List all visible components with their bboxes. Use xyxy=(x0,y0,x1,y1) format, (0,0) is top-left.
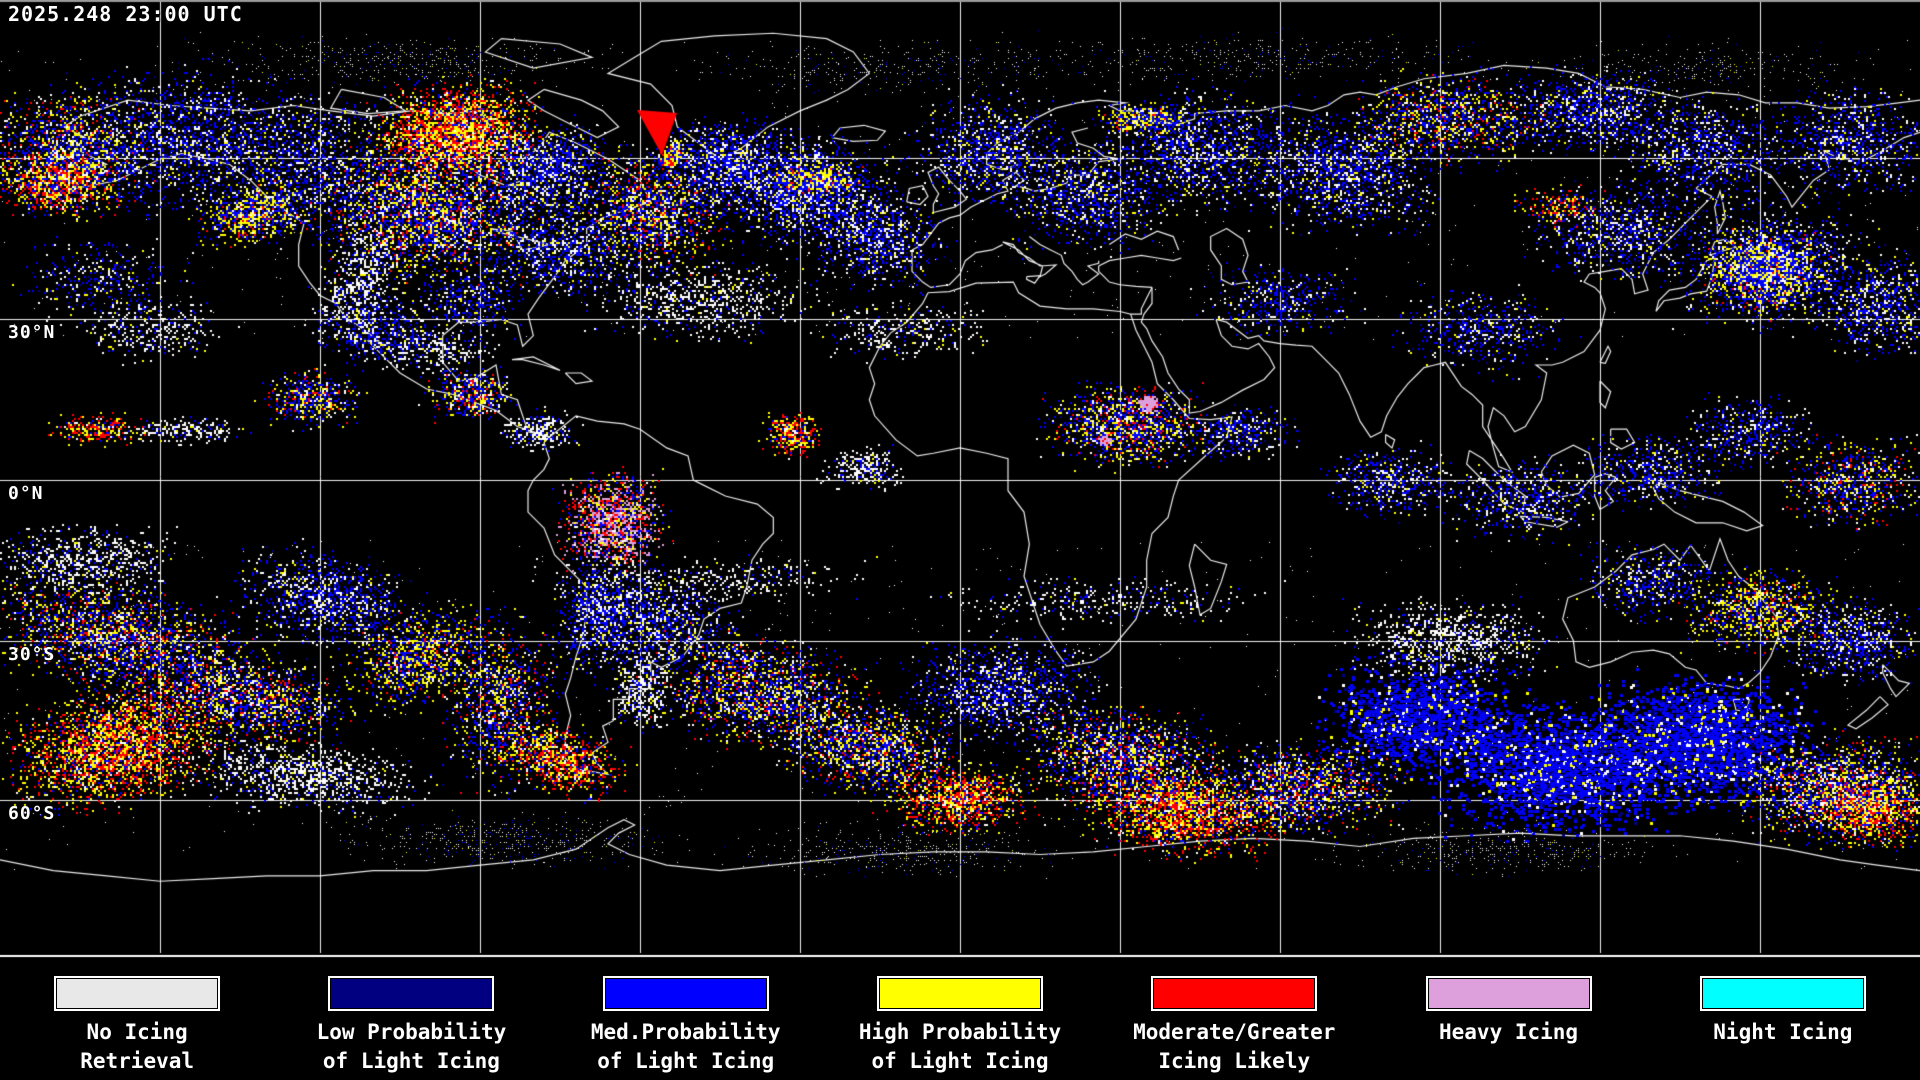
legend-label: Med.Probability xyxy=(590,1020,781,1044)
legend-item-night-icing: Night Icing xyxy=(1646,959,1920,1076)
legend-swatch-med-probability xyxy=(602,976,769,1011)
legend-label: Icing Likely xyxy=(1158,1049,1311,1073)
legend-item-high-probability: High Probability of Light Icing xyxy=(823,959,1097,1076)
legend-item-no-icing: No Icing Retrieval xyxy=(0,959,274,1076)
legend-label: of Light Icing xyxy=(322,1049,500,1073)
legend-item-heavy-icing: Heavy Icing xyxy=(1371,959,1645,1076)
latitude-label-0n: 0°N xyxy=(8,483,44,504)
legend-label xyxy=(1713,1047,1852,1076)
legend-label: Retrieval xyxy=(80,1049,195,1073)
latitude-label-30n: 30°N xyxy=(8,322,56,343)
legend-swatch-night-icing xyxy=(1699,976,1866,1011)
legend-label: Heavy Icing xyxy=(1439,1020,1579,1044)
legend-swatch-low-probability xyxy=(328,976,495,1011)
legend-label: of Light Icing xyxy=(597,1049,775,1073)
legend-label xyxy=(1439,1047,1578,1076)
legend-swatch-high-probability xyxy=(876,976,1043,1011)
legend-label: Night Icing xyxy=(1713,1020,1853,1044)
legend-swatch-heavy-icing xyxy=(1425,976,1592,1011)
legend-label: High Probability xyxy=(858,1020,1062,1044)
color-legend: No Icing Retrieval Low Probability of Li… xyxy=(0,959,1920,1080)
world-icing-map-canvas xyxy=(0,0,1920,959)
legend-label: No Icing xyxy=(86,1020,188,1044)
legend-label: Low Probability xyxy=(316,1020,507,1044)
legend-label: of Light Icing xyxy=(871,1049,1049,1073)
legend-item-moderate-greater: Moderate/Greater Icing Likely xyxy=(1097,959,1371,1076)
timestamp-label: 2025.248 23:00 UTC xyxy=(8,2,243,26)
legend-item-low-probability: Low Probability of Light Icing xyxy=(274,959,548,1076)
legend-label: Moderate/Greater xyxy=(1133,1020,1336,1044)
latitude-label-60s: 60°S xyxy=(8,803,56,824)
legend-item-med-probability: Med.Probability of Light Icing xyxy=(549,959,823,1076)
latitude-label-30s: 30°S xyxy=(8,644,56,665)
legend-swatch-moderate-greater xyxy=(1151,976,1318,1011)
legend-swatch-no-icing xyxy=(54,976,221,1011)
